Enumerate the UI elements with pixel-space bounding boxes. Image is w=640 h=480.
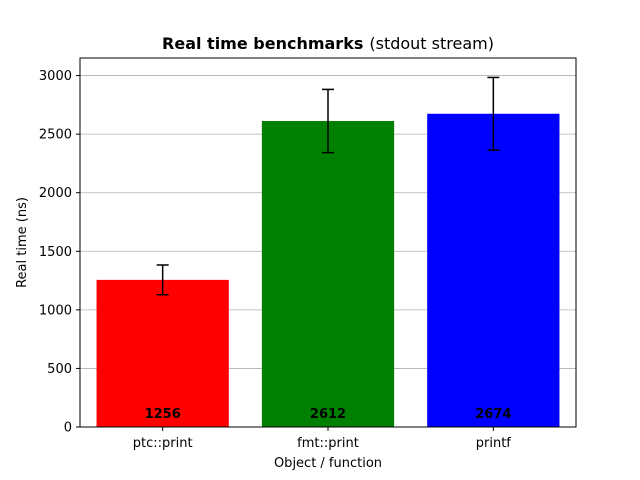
y-tick-label: 0	[64, 421, 72, 436]
bar	[96, 279, 229, 427]
data-label: 2674	[475, 407, 511, 422]
x-tick-label: fmt::print	[297, 436, 359, 451]
x-tick-label: printf	[476, 436, 512, 451]
data-labels: 1256 2612 2674	[145, 407, 512, 422]
y-tick-label: 1500	[39, 245, 72, 260]
y-axis-label: Real time (ns)	[15, 197, 30, 288]
chart-title: Real time benchmarks (stdout stream)	[162, 34, 494, 53]
y-axis-ticks: 0 500 1000 1500 2000 2500 3000	[39, 69, 80, 436]
y-tick-label: 500	[47, 362, 72, 377]
chart-subtitle: (stdout stream)	[369, 34, 494, 53]
bar	[427, 113, 560, 427]
bars	[96, 113, 560, 427]
error-bars	[156, 76, 500, 296]
y-tick-label: 1000	[39, 303, 72, 318]
chart-title-main: Real time benchmarks	[162, 34, 363, 53]
error-bar	[156, 264, 169, 296]
y-tick-label: 3000	[39, 69, 72, 84]
error-bar	[322, 88, 334, 154]
y-tick-label: 2000	[39, 186, 72, 201]
y-tick-label: 2500	[39, 128, 72, 143]
data-label: 1256	[145, 407, 181, 422]
bar	[261, 121, 395, 427]
x-axis-ticks: ptc::print fmt::print printf	[133, 427, 512, 451]
x-axis-label: Object / function	[274, 456, 382, 471]
data-label: 2612	[310, 407, 346, 422]
error-bar	[487, 76, 500, 151]
x-tick-label: ptc::print	[133, 436, 193, 451]
